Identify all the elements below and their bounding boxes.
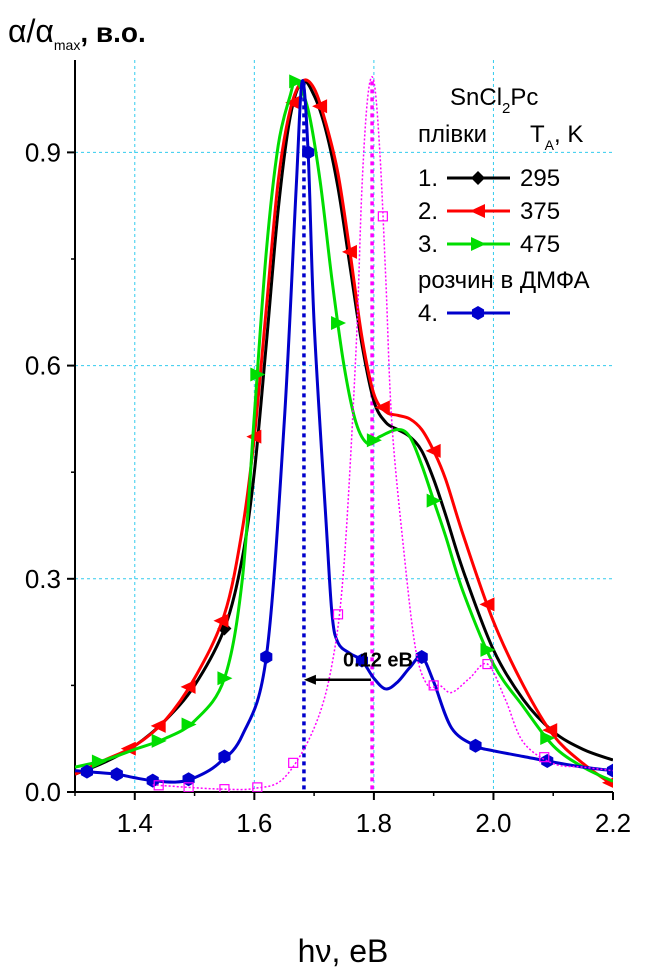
series-marker-hexagon (260, 649, 273, 664)
legend-entry-1: 1. 295 (418, 165, 560, 192)
series-marker-triangle-left (213, 613, 229, 628)
y-axis-title: α/αmax, в.о. (8, 13, 146, 53)
legend-entry-value: 475 (520, 231, 560, 258)
series-marker-triangle-right (151, 733, 167, 748)
series-marker-square (219, 784, 230, 792)
series-marker-hexagon (110, 767, 123, 782)
series-marker-square (539, 752, 550, 763)
legend-entry-value: 375 (520, 198, 560, 225)
series-marker-triangle-left (120, 741, 136, 756)
legend-header-temperature: TA, K (530, 121, 583, 153)
shift-arrow-head (303, 674, 316, 685)
x-tick-label: 2.2 (595, 808, 631, 838)
series-marker-triangle-right (366, 433, 382, 448)
series-marker-triangle-left (180, 679, 196, 694)
series-marker-hexagon (146, 773, 159, 788)
series-marker-triangle-right (471, 237, 486, 251)
legend-entry-2: 2. 375 (418, 198, 560, 225)
series-group (75, 74, 613, 792)
y-tick-label: 0.6 (25, 351, 61, 381)
legend-entry-4: 4. (418, 300, 510, 327)
series-marker-triangle-left (374, 400, 390, 415)
series-marker-hexagon (218, 749, 231, 764)
series-line-s3 (75, 79, 613, 783)
series-line-s5 (152, 76, 613, 791)
legend-header-films: плівки (418, 121, 487, 148)
legend-entry-number: 2. (418, 198, 438, 225)
x-axis-ticks: 1.4 1.6 1.8 2.0 2.2 (74, 792, 631, 838)
series-marker-triangle-right (331, 315, 347, 330)
series-marker-diamond (471, 171, 485, 185)
series-marker-triangle-left (470, 204, 485, 218)
legend-entry-number: 1. (418, 165, 438, 192)
x-axis-title: hν, eB (298, 933, 389, 969)
series-marker-triangle-right (217, 671, 233, 686)
series-marker-square (288, 757, 299, 768)
series-marker-triangle-right (250, 367, 266, 382)
x-tick-label: 1.4 (117, 808, 153, 838)
legend-title: SnCl2Pc (450, 84, 538, 117)
legend-entry-3: 3. 475 (418, 231, 560, 258)
series-marker-triangle-left (479, 597, 495, 612)
y-tick-label: 0.9 (25, 137, 61, 167)
series-marker-triangle-left (285, 95, 301, 110)
series-marker-triangle-right (426, 493, 442, 508)
series-marker-triangle-right (289, 74, 305, 89)
series-s3 (75, 74, 613, 783)
series-marker-hexagon (80, 764, 94, 779)
series-marker-square (332, 609, 344, 620)
series-marker-triangle-left (341, 244, 357, 259)
series-marker-square (183, 782, 194, 792)
series-marker-triangle-left (150, 718, 166, 733)
legend-entry-number: 4. (418, 300, 438, 327)
y-axis-ticks: 0.0 0.3 0.6 0.9 (25, 137, 75, 807)
legend-group-label: розчин в ДМФА (418, 267, 590, 294)
series-marker-triangle-right (181, 717, 197, 732)
series-marker-triangle-left (425, 443, 441, 458)
series-marker-square (252, 782, 263, 792)
x-tick-label: 1.8 (356, 808, 392, 838)
series-marker-triangle-right (91, 754, 107, 769)
legend-entries: 1. 295 2. 375 3. 475 4. (418, 165, 560, 327)
series-marker-triangle-left (312, 99, 328, 114)
series-s2 (75, 78, 613, 788)
series-marker-hexagon (302, 145, 315, 160)
x-tick-label: 2.0 (475, 808, 511, 838)
series-marker-square (377, 211, 388, 222)
legend-entry-number: 3. (418, 231, 438, 258)
series-marker-hexagon (355, 653, 368, 668)
series-marker-square (153, 780, 164, 791)
series-marker-hexagon (415, 649, 428, 664)
x-tick-label: 1.6 (236, 808, 272, 838)
series-marker-square (482, 658, 493, 670)
series-marker-triangle-right (480, 642, 496, 657)
axes (74, 60, 613, 793)
series-marker-triangle-right (540, 730, 556, 745)
legend: SnCl2Pc плівки TA, K розчин в ДМФА 1. 295… (418, 84, 590, 327)
y-tick-label: 0.0 (25, 777, 61, 807)
series-marker-triangle-left (542, 723, 558, 738)
series-marker-hexagon (471, 306, 485, 320)
series-s5 (152, 76, 613, 792)
y-tick-label: 0.3 (25, 564, 61, 594)
series-line-s2 (75, 78, 613, 787)
annotations: 0.12 eB (303, 649, 413, 685)
series-marker-square (428, 680, 439, 691)
shift-annotation: 0.12 eB (343, 649, 413, 671)
series-marker-hexagon (469, 738, 482, 753)
legend-entry-value: 295 (520, 165, 560, 192)
